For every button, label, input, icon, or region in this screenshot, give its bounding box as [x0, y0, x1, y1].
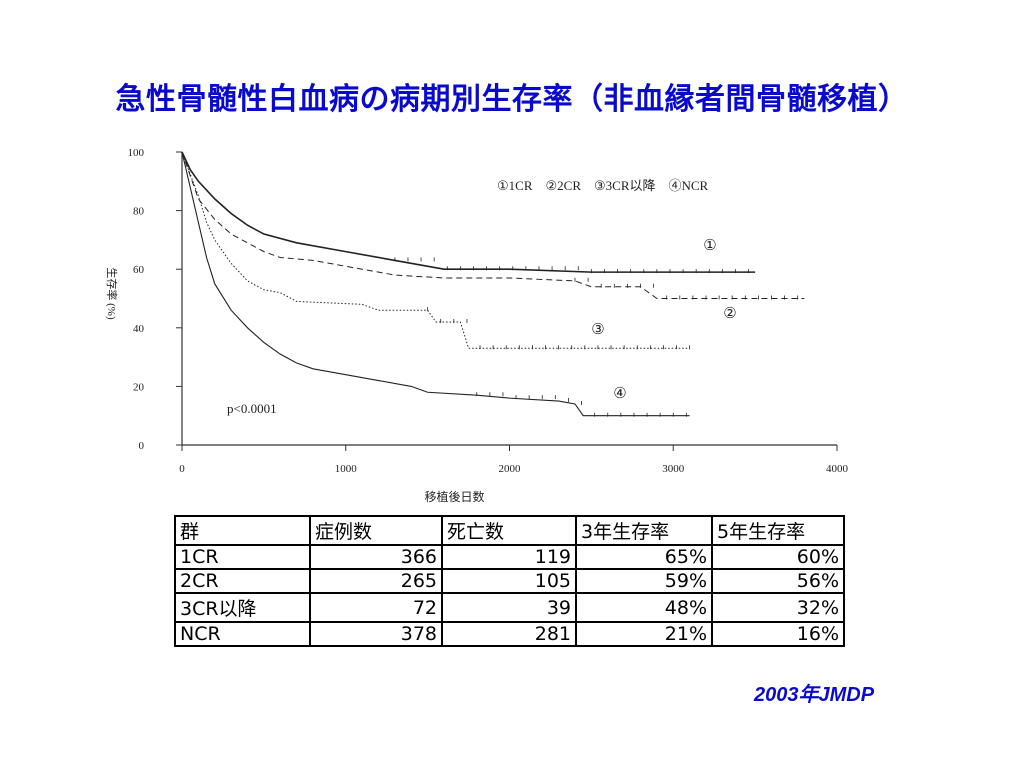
header-5yr-survival: 5年生存率 — [711, 515, 845, 546]
x-tick-label: 4000 — [826, 463, 849, 475]
cell-cases: 378 — [309, 621, 443, 647]
series-marker-label-3: ③ — [591, 322, 604, 338]
survival-stats-table: 群 症例数 死亡数 3年生存率 5年生存率 1CR 366 119 65% 60… — [174, 515, 845, 647]
survival-chart: 0 20 40 60 80 100 0 1000 2000 3000 4000 移植後日数 生存率 (%… — [90, 138, 850, 503]
y-tick-label: 60 — [133, 264, 145, 276]
cell-5yr: 16% — [711, 621, 845, 647]
source-label: 2003年JMDP — [754, 684, 875, 706]
y-tick-label: 80 — [133, 206, 145, 218]
series-line-1 — [181, 151, 756, 273]
table-row: 1CR 366 119 65% 60% — [174, 544, 845, 570]
cell-cases: 366 — [309, 544, 443, 570]
table-row: 2CR 265 105 59% 56% — [174, 568, 845, 594]
cell-cases: 72 — [309, 592, 443, 623]
x-tick-label: 1000 — [335, 463, 358, 475]
cell-5yr: 60% — [711, 544, 845, 570]
p-value-label: p<0.0001 — [227, 401, 277, 416]
header-cases: 症例数 — [309, 515, 443, 546]
header-deaths: 死亡数 — [441, 515, 577, 546]
table-header-row: 群 症例数 死亡数 3年生存率 5年生存率 — [174, 515, 845, 546]
series-line-3 — [181, 151, 690, 349]
y-axis-label: 生存率 (%) — [105, 267, 119, 320]
y-tick-label: 0 — [139, 440, 145, 452]
cell-group: NCR — [174, 621, 311, 647]
cell-group: 3CR以降 — [174, 592, 311, 623]
legend-text: ①1CR ②2CR ③3CR以降 ④NCR — [497, 178, 709, 193]
cell-3yr: 21% — [575, 621, 713, 647]
cell-group: 1CR — [174, 544, 311, 570]
cell-5yr: 56% — [711, 568, 845, 594]
series-marker-label-4: ④ — [613, 386, 626, 402]
x-axis-label: 移植後日数 — [424, 489, 484, 503]
x-tick-label: 2000 — [499, 463, 522, 475]
slide-title: 急性骨髄性白血病の病期別生存率（非血縁者間骨髄移植） — [115, 82, 909, 117]
y-tick-label: 20 — [133, 381, 145, 393]
cell-deaths: 119 — [441, 544, 577, 570]
cell-group: 2CR — [174, 568, 311, 594]
series-line-2 — [181, 151, 805, 299]
header-group: 群 — [174, 515, 311, 546]
x-tick-label: 3000 — [662, 463, 685, 475]
cell-deaths: 281 — [441, 621, 577, 647]
series-marker-label-1: ① — [703, 238, 716, 254]
cell-3yr: 59% — [575, 568, 713, 594]
series-marker-label-2: ② — [723, 306, 736, 322]
series-line-4 — [181, 151, 690, 417]
cell-5yr: 32% — [711, 592, 845, 623]
cell-deaths: 39 — [441, 592, 577, 623]
y-tick-label: 100 — [128, 147, 145, 159]
cell-deaths: 105 — [441, 568, 577, 594]
header-3yr-survival: 3年生存率 — [575, 515, 713, 546]
y-tick-label: 40 — [133, 323, 145, 335]
table-row: NCR 378 281 21% 16% — [174, 621, 845, 647]
cell-3yr: 48% — [575, 592, 713, 623]
table-row: 3CR以降 72 39 48% 32% — [174, 592, 845, 623]
x-tick-label: 0 — [179, 463, 185, 475]
cell-cases: 265 — [309, 568, 443, 594]
cell-3yr: 65% — [575, 544, 713, 570]
